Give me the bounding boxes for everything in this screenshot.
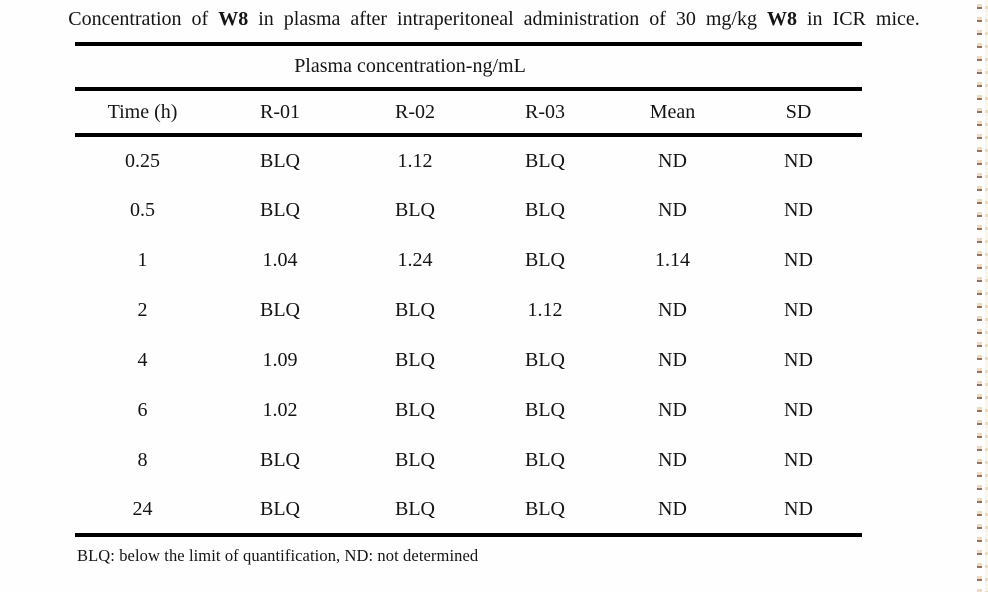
value-cell: ND: [784, 398, 813, 421]
table-row: 8 BLQ BLQ BLQ ND ND: [75, 435, 862, 485]
value-cell: 1.12: [527, 298, 563, 321]
table-body: 0.25 BLQ 1.12 BLQ ND ND 0.5 BLQ BLQ BLQ ND ND 1 1.04 1…: [75, 135, 862, 535]
value-cell: ND: [784, 497, 813, 520]
value-cell: BLQ: [395, 448, 435, 471]
title-compound-2: W8: [766, 8, 797, 30]
value-cell: BLQ: [260, 298, 300, 321]
value-cell: BLQ: [260, 497, 300, 520]
value-cell: BLQ: [525, 248, 565, 271]
plasma-concentration-table: Plasma concentration-ng/mL Time (h) R-01 R…: [75, 42, 862, 537]
value-cell: BLQ: [525, 448, 565, 471]
value-cell: ND: [658, 149, 687, 172]
title-text-2: in plasma after intraperitoneal administ…: [248, 8, 767, 30]
span-header: Plasma concentration-ng/mL: [210, 44, 610, 91]
value-cell: 1.04: [262, 248, 298, 271]
title-compound-1: W8: [218, 8, 249, 30]
value-cell: 1.02: [262, 398, 298, 421]
value-cell: 1.09: [262, 348, 298, 371]
value-cell: ND: [784, 149, 813, 172]
value-cell: ND: [784, 448, 813, 471]
table-title: Concentration of W8 in plasma after intr…: [0, 0, 988, 33]
time-cell: 0.5: [130, 198, 155, 221]
value-cell: BLQ: [395, 348, 435, 371]
time-cell: 0.25: [125, 149, 160, 172]
value-cell: ND: [658, 398, 687, 421]
column-header: R-03: [480, 89, 610, 137]
value-cell: BLQ: [395, 198, 435, 221]
value-cell: BLQ: [525, 149, 565, 172]
value-cell: ND: [784, 248, 813, 271]
table-row: 4 1.09 BLQ BLQ ND ND: [75, 335, 862, 385]
title-text-3: in ICR mice.: [796, 8, 920, 30]
value-cell: BLQ: [525, 198, 565, 221]
scan-edge-artifact-outer: [985, 0, 988, 592]
value-cell: BLQ: [260, 149, 300, 172]
table-row: 0.25 BLQ 1.12 BLQ ND ND: [75, 135, 862, 185]
time-cell: 2: [137, 298, 148, 321]
value-cell: ND: [784, 348, 813, 371]
value-cell: ND: [658, 348, 687, 371]
column-header-row: Time (h) R-01 R-02 R-03 Mean SD: [75, 89, 862, 137]
title-text-1: Concentration of: [68, 8, 219, 30]
value-cell: ND: [784, 198, 813, 221]
table-row: 2 BLQ BLQ 1.12 ND ND: [75, 285, 862, 335]
column-header: R-01: [210, 89, 350, 137]
value-cell: BLQ: [395, 298, 435, 321]
value-cell: BLQ: [525, 348, 565, 371]
value-cell: BLQ: [395, 398, 435, 421]
column-header: SD: [735, 89, 862, 137]
table-row: 1 1.04 1.24 BLQ 1.14 ND: [75, 235, 862, 285]
time-cell: 8: [137, 448, 148, 471]
value-cell: ND: [658, 198, 687, 221]
value-cell: ND: [784, 298, 813, 321]
span-header-spacer-right: [610, 44, 862, 91]
value-cell: 1.24: [397, 248, 433, 271]
time-cell: 4: [137, 348, 148, 371]
column-header: Time (h): [75, 89, 210, 137]
value-cell: BLQ: [525, 497, 565, 520]
span-header-row: Plasma concentration-ng/mL: [75, 44, 862, 91]
column-header: Mean: [610, 89, 735, 137]
value-cell: BLQ: [260, 198, 300, 221]
time-cell: 6: [137, 398, 148, 421]
value-cell: 1.14: [655, 248, 690, 271]
value-cell: BLQ: [525, 398, 565, 421]
scan-edge-artifact-inner: [977, 0, 982, 592]
value-cell: BLQ: [395, 497, 435, 520]
value-cell: ND: [658, 448, 687, 471]
value-cell: ND: [658, 497, 687, 520]
span-header-spacer-left: [75, 44, 210, 91]
column-header: R-02: [350, 89, 480, 137]
time-cell: 24: [132, 497, 153, 520]
value-cell: 1.12: [397, 149, 433, 172]
table-row: 0.5 BLQ BLQ BLQ ND ND: [75, 185, 862, 235]
table-head: Plasma concentration-ng/mL Time (h) R-01 R…: [75, 44, 862, 137]
value-cell: BLQ: [260, 448, 300, 471]
table-footnote: BLQ: below the limit of quantification, …: [77, 546, 479, 565]
value-cell: ND: [658, 298, 687, 321]
table-row: 24 BLQ BLQ BLQ ND ND: [75, 485, 862, 535]
table-row: 6 1.02 BLQ BLQ ND ND: [75, 385, 862, 435]
time-cell: 1: [137, 248, 148, 271]
